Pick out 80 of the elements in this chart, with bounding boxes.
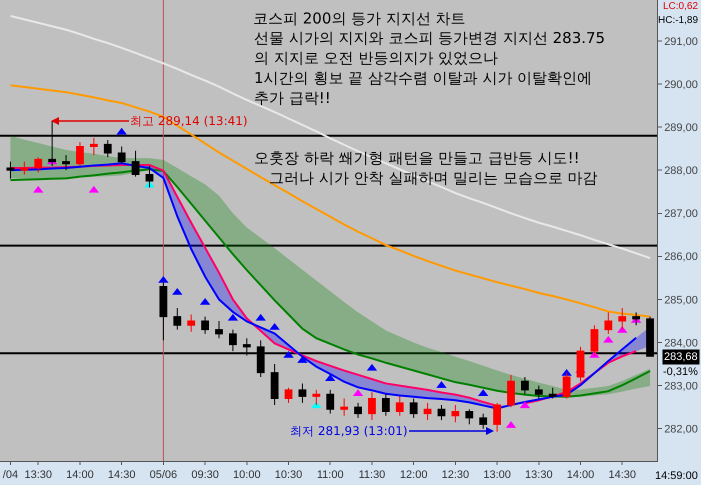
x-tick-label: 14:00 <box>566 469 594 482</box>
text: -0,31% <box>663 366 698 378</box>
candlestick <box>284 387 292 404</box>
point <box>256 314 266 321</box>
candlestick <box>90 137 98 156</box>
candlestick <box>632 312 640 326</box>
candlestick <box>465 408 474 425</box>
candlestick <box>76 142 84 166</box>
y-tick-label: 282,00 <box>664 424 698 436</box>
candlestick <box>34 156 42 173</box>
annotation: 그러나 시가 안착 실패하며 밀리는 모습으로 마감 <box>269 169 598 187</box>
candlestick <box>590 324 598 356</box>
candlestick <box>493 402 501 432</box>
x-tick-label: 13:00 <box>483 469 511 482</box>
candlestick <box>340 398 348 416</box>
candlestick <box>451 404 460 423</box>
candlestick <box>479 413 488 430</box>
candlestick <box>576 346 584 382</box>
candlestick <box>548 387 557 400</box>
x-tick-label: 12:30 <box>442 469 470 482</box>
candlestick <box>521 376 529 395</box>
y-tick-label: 291,00 <box>664 36 698 48</box>
candlestick <box>132 150 140 178</box>
annotation: 선물 시가의 지지와 코스피 등가변경 지지선 283.75 <box>254 29 606 47</box>
y-tick-label: 289,00 <box>664 122 698 134</box>
x-tick-label: /04 <box>2 469 18 482</box>
candlestick <box>215 320 223 339</box>
candlestick <box>187 314 196 332</box>
y-tick-label: 285,00 <box>664 294 698 306</box>
y-tick-label: 288,00 <box>664 165 698 178</box>
candlestick <box>410 398 418 418</box>
x-tick-label: 09:30 <box>191 469 219 482</box>
x-tick-label: 05/06 <box>150 469 178 482</box>
candlestick <box>534 385 543 400</box>
y-tick-label: 286,00 <box>664 251 698 264</box>
x-tick-label: 13:30 <box>24 469 52 482</box>
text: HC:-1,89 <box>658 15 698 26</box>
candlestick <box>173 308 182 330</box>
point <box>33 186 44 193</box>
x-tick-label: 12:00 <box>400 469 428 482</box>
y-tick-label: 283,00 <box>664 380 698 392</box>
x-tick-label: 10:30 <box>274 469 302 482</box>
text: 14:59:00 <box>655 470 698 482</box>
candlestick <box>20 161 28 175</box>
x-tick-label: 11:00 <box>316 469 344 482</box>
candlestick <box>368 392 376 421</box>
x-tick-label: 10:00 <box>233 469 261 482</box>
candlestick <box>604 312 612 334</box>
candlestick <box>438 404 446 421</box>
x-tick-label: 14:30 <box>108 469 136 482</box>
candlestick <box>201 316 209 334</box>
annotation: 1시간의 횡보 끝 삼각수렴 이탈과 시가 이탈확인에 <box>254 69 592 87</box>
candlestick <box>6 161 14 180</box>
x-tick-label: 14:30 <box>608 469 636 482</box>
text: 283,68 <box>664 351 698 363</box>
x-tick-label: 14:00 <box>66 469 94 482</box>
candlestick <box>146 165 154 188</box>
candlestick <box>396 396 404 416</box>
candlestick <box>118 146 126 164</box>
annotation: 최저 281,93 (13:01) <box>290 424 408 438</box>
candlestick <box>270 364 279 406</box>
x-tick-label: 11:30 <box>358 469 386 482</box>
line-series <box>9 84 652 318</box>
annotation: 의 지지로 오전 반등의지가 있었으나 <box>254 49 498 67</box>
y-tick-label: 284,00 <box>664 337 698 350</box>
candlestick <box>62 154 70 171</box>
candlestick <box>298 382 306 404</box>
annotation: 오훗장 하락 쐐기형 패턴을 만들고 급반등 시도!! <box>254 149 580 167</box>
candlestick <box>326 389 334 414</box>
text: 코스피 200의 등가 지지선 차트 <box>253 9 466 28</box>
candlestick <box>104 140 112 158</box>
candlestick <box>354 402 362 418</box>
candlestick <box>382 394 390 416</box>
text: LC:0,62 <box>663 1 698 12</box>
y-tick-label: 287,00 <box>664 208 698 220</box>
x-tick-label: 13:30 <box>525 469 553 482</box>
y-tick-label: 290,00 <box>664 78 698 91</box>
annotation: 추가 급락!! <box>254 89 331 107</box>
candlestick <box>424 402 432 421</box>
candlestick <box>507 374 515 408</box>
